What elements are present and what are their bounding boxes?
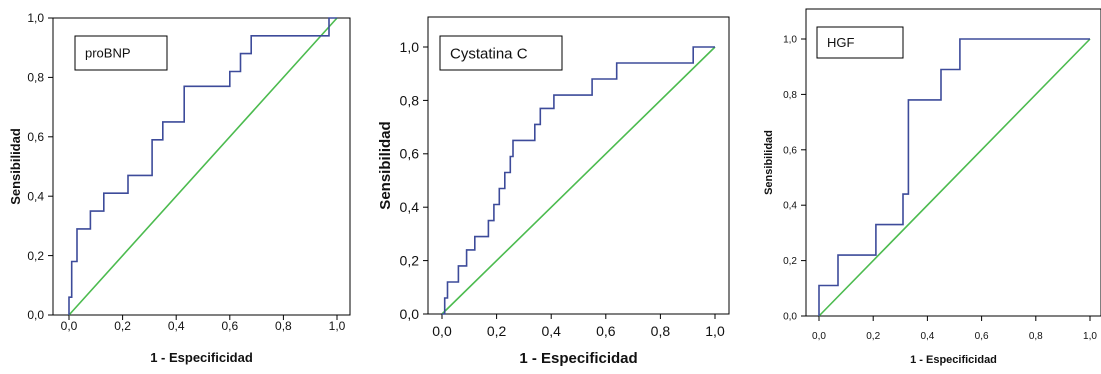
x-tick-label: 0,2 [866,331,880,342]
x-tick-label: 0,6 [221,319,238,333]
x-tick-label: 1,0 [1083,331,1097,342]
roc-chart-1: 0,0 0,2 0,4 0,6 0,8 1,0 0,0 0,2 0,4 0,6 0,8 1,0 proB… [8,11,351,365]
roc-chart-3: 0,0 0,2 0,4 0,6 0,8 1,0 0,0 0,2 0,4 0,6 0,8 1,0 HGF 1… [763,8,1101,366]
x-axis-title: 1 - Especificidad [910,354,997,366]
y-tick-label: 0,8 [783,90,797,101]
x-axis-title: 1 - Especificidad [519,350,637,367]
y-tick-label: 0,0 [783,312,797,323]
y-tick-label: 0,2 [783,256,797,267]
legend-box [816,26,904,59]
x-tick-label: 0,8 [275,319,292,333]
y-tick-label: 0,6 [400,146,420,162]
y-tick-label: 0,2 [400,253,420,269]
reference-line [68,17,338,316]
x-tick-label: 0,2 [114,319,131,333]
y-axis-title: Sensibilidad [8,128,23,205]
x-tick-label: 0,0 [432,323,452,339]
y-tick-label: 0,0 [400,306,420,322]
y-axis-title: Sensibilidad [377,121,394,209]
y-tick-label: 0,4 [27,189,44,203]
x-axis-title: 1 - Especificidad [150,350,253,365]
x-tick-label: 1,0 [329,319,346,333]
y-tick-label: 0,4 [783,201,797,212]
x-tick-label: 0,8 [651,323,671,339]
plot-frame [805,8,1101,317]
roc-chart-2: 0,0 0,2 0,4 0,6 0,8 1,0 0,0 0,2 0,4 0,6 0,8 1,0 Cyst… [377,16,730,367]
y-tick-label: 1,0 [783,35,797,46]
x-tick-label: 0,4 [920,331,934,342]
x-tick-label: 0,4 [541,323,561,339]
reference-line [441,46,716,315]
x-tick-label: 0,2 [487,323,507,339]
legend-box [439,35,563,71]
y-tick-label: 0,8 [400,92,420,108]
x-tick-label: 0,4 [168,319,185,333]
roc-curve [818,38,1090,316]
x-tick-label: 0,0 [812,331,826,342]
y-tick-label: 0,4 [400,199,420,215]
legend-box [74,35,168,71]
y-axis-title: Sensibilidad [763,130,775,195]
x-tick-label: 0,6 [596,323,616,339]
reference-line [818,38,1091,317]
x-tick-label: 0,6 [975,331,989,342]
y-tick-label: 1,0 [400,39,420,55]
plot-frame [52,17,351,316]
x-tick-label: 1,0 [705,323,725,339]
chart-title: proBNP [85,46,131,61]
y-tick-label: 0,2 [27,249,44,263]
roc-curve [68,17,337,315]
roc-curve [442,46,715,315]
y-tick-label: 1,0 [27,11,44,25]
x-tick-label: 0,0 [61,319,78,333]
y-tick-label: 0,0 [27,308,44,322]
y-tick-label: 0,6 [783,145,797,156]
x-tick-label: 0,8 [1029,331,1043,342]
chart-title: HGF [827,35,855,50]
y-tick-label: 0,6 [27,130,44,144]
y-tick-label: 0,8 [27,71,44,85]
plot-frame [427,16,730,315]
chart-title: Cystatina C [450,45,528,62]
